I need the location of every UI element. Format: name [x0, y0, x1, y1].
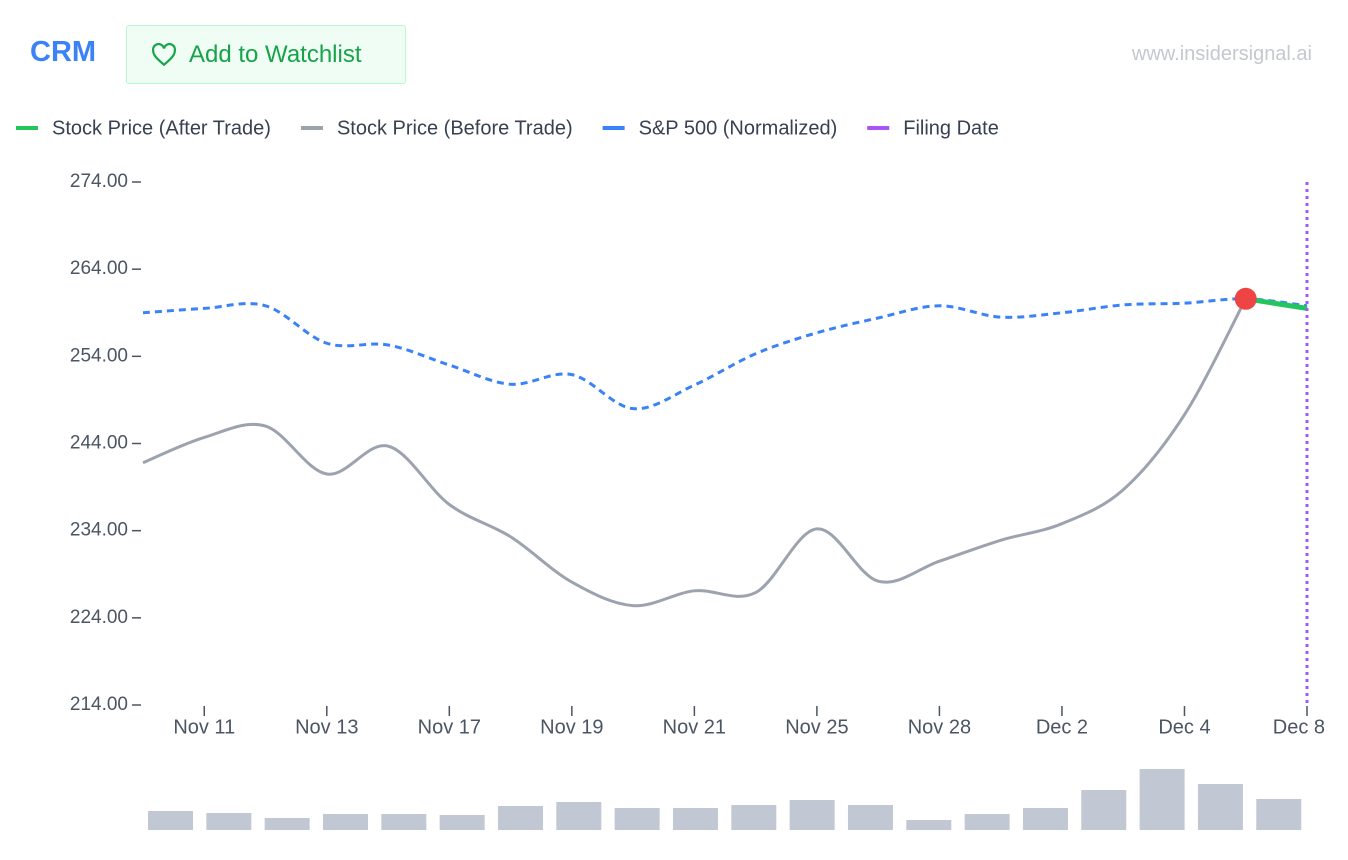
- volume-bar: [614, 808, 660, 830]
- trade-marker: [1234, 287, 1257, 310]
- legend-label: S&P 500 (Normalized): [639, 117, 838, 139]
- x-tick-label: Nov 25: [785, 716, 848, 738]
- legend-swatch: [602, 126, 625, 130]
- ticker: CRM: [30, 36, 97, 68]
- x-tick-label: Dec 4: [1158, 716, 1210, 738]
- volume-bar: [964, 814, 1010, 830]
- volume-bar: [731, 805, 777, 830]
- x-tick-label: Nov 13: [295, 716, 358, 738]
- legend-swatch: [867, 126, 890, 130]
- x-tick-label: Dec 2: [1036, 716, 1088, 738]
- volume-bar: [1022, 808, 1068, 830]
- volume-bar: [556, 802, 602, 830]
- site-link: www.insidersignal.ai: [1131, 43, 1312, 65]
- x-tick-label: Nov 11: [173, 716, 235, 738]
- x-tick-label: Nov 19: [540, 716, 603, 738]
- volume-bar: [148, 811, 193, 830]
- volume-bar: [1256, 799, 1302, 830]
- volume-bar: [672, 808, 718, 830]
- volume-bar: [381, 814, 427, 830]
- volume-bar: [1081, 790, 1127, 830]
- y-tick-label: 214.00: [70, 694, 128, 715]
- x-tick-label: Nov 21: [663, 716, 726, 738]
- legend-label: Stock Price (Before Trade): [337, 117, 573, 139]
- heart-icon: [152, 42, 176, 66]
- watchlist-label: Add to Watchlist: [189, 40, 362, 68]
- series-line: [142, 297, 1308, 411]
- volume-bar: [906, 820, 952, 830]
- legend-label: Stock Price (After Trade): [52, 117, 271, 139]
- y-tick-label: 274.00: [70, 171, 128, 192]
- volume-bar: [206, 813, 252, 830]
- volume-bar: [789, 800, 835, 830]
- y-tick-label: 264.00: [70, 258, 128, 279]
- volume-bar: [1139, 769, 1185, 830]
- y-tick-label: 254.00: [70, 345, 128, 366]
- volume-bar: [1197, 784, 1243, 830]
- x-tick-label: Nov 17: [418, 716, 481, 738]
- watchlist-button[interactable]: Add to Watchlist: [126, 25, 406, 84]
- legend-swatch: [16, 126, 38, 130]
- y-tick-label: 224.00: [70, 607, 128, 628]
- x-tick-label: Nov 28: [908, 716, 971, 738]
- y-tick-label: 244.00: [70, 433, 128, 454]
- volume-bar: [497, 806, 543, 830]
- legend-label: Filing Date: [903, 117, 999, 139]
- y-tick-label: 234.00: [70, 520, 128, 541]
- volume-bar: [264, 818, 310, 830]
- volume-bar: [847, 805, 893, 830]
- volume-bar: [439, 815, 485, 830]
- x-tick-label: Dec 8: [1273, 716, 1325, 738]
- legend-swatch: [300, 126, 323, 130]
- series-line: [142, 298, 1248, 608]
- volume-bar: [322, 814, 368, 830]
